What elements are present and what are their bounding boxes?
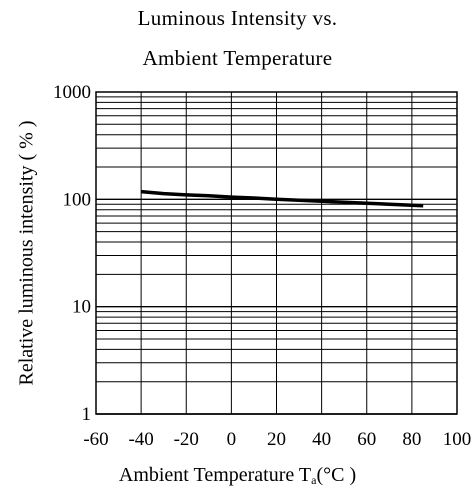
- x-axis-label-text: Ambient Temperature T: [118, 464, 312, 486]
- x-tick-label: 100: [443, 429, 472, 450]
- chart-title-line2: Ambient Temperature: [142, 46, 333, 70]
- y-axis-label: Relative luminous intensity ( % ): [16, 121, 38, 386]
- plot-frame: [95, 91, 458, 415]
- series-layer: [140, 189, 424, 208]
- x-tick-labels: -60 -40 -20 0 20 40 60 80 100: [83, 429, 471, 450]
- y-tick-labels: 1 10 100 1000: [53, 82, 91, 425]
- series-line: [140, 189, 424, 208]
- x-tick-label: 40: [312, 429, 331, 450]
- x-tick-label: -60: [83, 429, 108, 450]
- x-tick-label: -40: [128, 429, 153, 450]
- x-axis-label: Ambient Temperature Ta(°C ): [0, 463, 475, 492]
- x-tick-label: 80: [402, 429, 421, 450]
- grid-lines: [95, 92, 458, 415]
- x-axis-label-unit: (°C ): [316, 464, 357, 486]
- y-tick-label: 100: [63, 189, 92, 210]
- x-tick-label: 0: [227, 429, 237, 450]
- y-tick-label: 1000: [53, 82, 91, 103]
- x-axis-label-subscript: a: [311, 473, 317, 487]
- chart-title-line1: Luminous Intensity vs.: [137, 6, 338, 30]
- y-tick-label: 1: [82, 404, 92, 425]
- x-tick-label: 60: [357, 429, 376, 450]
- x-tick-label: 20: [267, 429, 286, 450]
- x-tick-label: -20: [174, 429, 199, 450]
- y-tick-label: 10: [72, 297, 91, 318]
